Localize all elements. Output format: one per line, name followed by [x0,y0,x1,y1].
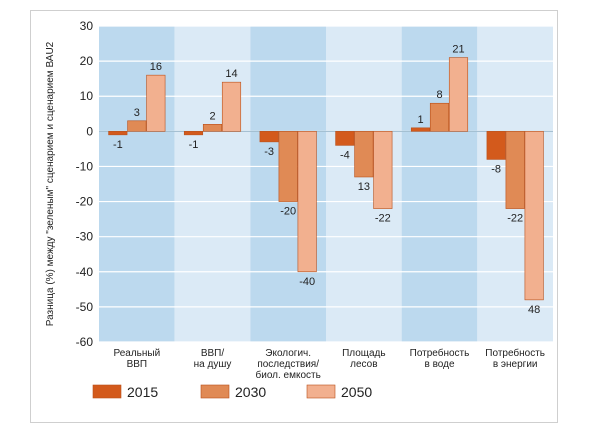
bar [297,131,317,273]
data-label: 13 [358,181,370,193]
bar [524,131,544,301]
data-label: 48 [528,304,540,316]
bar [146,74,166,132]
category-band [174,26,251,342]
bar [278,131,298,202]
legend-swatch [200,384,230,399]
legend-label: 2015 [127,384,158,400]
bar [183,131,204,136]
data-label: 2 [209,110,215,122]
chart-frame: -60 -50 -40 -30 -20 -10 0 10 20 30 -1 -1 -3 -4 1 -8 3 2 -2… [30,10,558,423]
y-tick-label: 10 [80,89,94,103]
data-label: -1 [113,139,123,151]
y-tick-label: 0 [86,124,93,138]
bar [127,120,147,132]
category-label: Площадь лесов [342,348,386,370]
bar [448,57,469,132]
bar [108,131,128,136]
category-label: Потребность в энергии [485,347,545,370]
data-label: -40 [299,276,315,288]
category-band [99,26,175,342]
legend-swatch [92,384,122,399]
y-tick-label: -20 [76,195,94,209]
legend-label: 2050 [341,384,372,400]
legend-swatch [306,384,336,399]
legend-label: 2030 [235,384,266,400]
category-label: ВВП/на душу [194,348,232,370]
bar [202,124,223,132]
bar [410,127,431,132]
data-label: 14 [225,68,237,80]
data-label: 3 [134,107,140,119]
data-label: -8 [491,163,501,175]
y-tick-label: 20 [80,54,94,68]
data-label: -4 [340,149,350,161]
y-tick-label: 30 [80,19,94,33]
bar [221,81,242,132]
y-tick-label: -10 [76,159,94,173]
bar [373,131,393,209]
category-label: Экологич. последствия/биол. емкость [256,348,321,381]
bar [486,131,506,160]
data-label: -3 [264,146,274,158]
data-label: 8 [436,89,442,101]
y-tick-label: -30 [76,230,94,244]
data-label: -20 [280,206,296,218]
y-axis-label: Разница (%) между "зеленым" сценарием и … [45,41,56,326]
category-label: Потребность в воде [410,347,470,370]
data-label: -22 [375,213,391,225]
bar [505,131,525,209]
bar [335,131,355,146]
y-tick-label: -50 [76,300,94,314]
category-label: Реальный ВВП [113,348,160,370]
data-label: 21 [452,44,464,56]
data-label: -1 [189,139,199,151]
data-label: -22 [507,213,523,225]
data-label: 1 [417,114,423,126]
bar [354,131,374,178]
bar [429,102,450,132]
y-tick-label: -40 [76,265,94,279]
y-tick-label: -60 [76,335,94,349]
data-label: 16 [150,61,162,73]
bar [259,131,279,143]
